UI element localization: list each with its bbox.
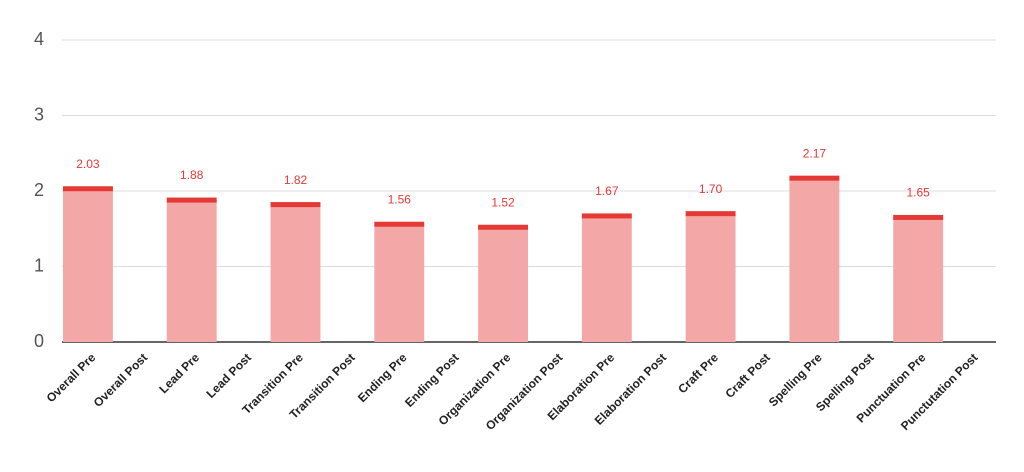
- x-tick-label: Lead Post: [204, 350, 254, 400]
- value-label: 1.65: [906, 186, 930, 200]
- y-tick-label: 2: [34, 180, 44, 200]
- value-label: 1.52: [491, 195, 515, 209]
- x-tick-label: Overall Pre: [44, 350, 99, 405]
- y-tick-label: 1: [34, 255, 44, 275]
- bar: [374, 224, 425, 342]
- x-tick-label: Craft Post: [722, 350, 772, 400]
- bar-cap: [581, 213, 632, 219]
- y-tick-label: 4: [34, 29, 44, 49]
- value-label: 2.03: [76, 157, 100, 171]
- value-label: 2.17: [803, 146, 827, 160]
- value-label: 1.67: [595, 184, 619, 198]
- bar-cap: [478, 224, 528, 230]
- x-tick-label: Overall Post: [91, 350, 150, 409]
- bar: [63, 188, 113, 342]
- bar: [789, 178, 840, 342]
- y-tick-label: 0: [34, 331, 44, 351]
- bar: [270, 204, 321, 342]
- bar-cap: [270, 202, 321, 208]
- value-label: 1.82: [284, 173, 308, 187]
- bar-cap: [63, 186, 113, 192]
- bar-cap: [789, 175, 840, 181]
- bar: [893, 217, 944, 342]
- bar: [478, 227, 528, 342]
- bar-cap: [893, 214, 944, 220]
- value-label: 1.70: [699, 182, 723, 196]
- x-tick-label: Ending Pre: [355, 350, 410, 405]
- bar-cap: [685, 211, 736, 217]
- bar: [685, 213, 736, 342]
- value-label: 1.88: [180, 168, 204, 182]
- bar: [166, 200, 217, 342]
- x-tick-label: Craft Pre: [675, 350, 721, 396]
- bar: [581, 215, 632, 342]
- value-label: 1.56: [388, 192, 412, 206]
- bar-cap: [374, 221, 425, 227]
- y-tick-label: 3: [34, 104, 44, 124]
- x-tick-label: Lead Pre: [156, 350, 202, 396]
- bar-cap: [166, 197, 217, 203]
